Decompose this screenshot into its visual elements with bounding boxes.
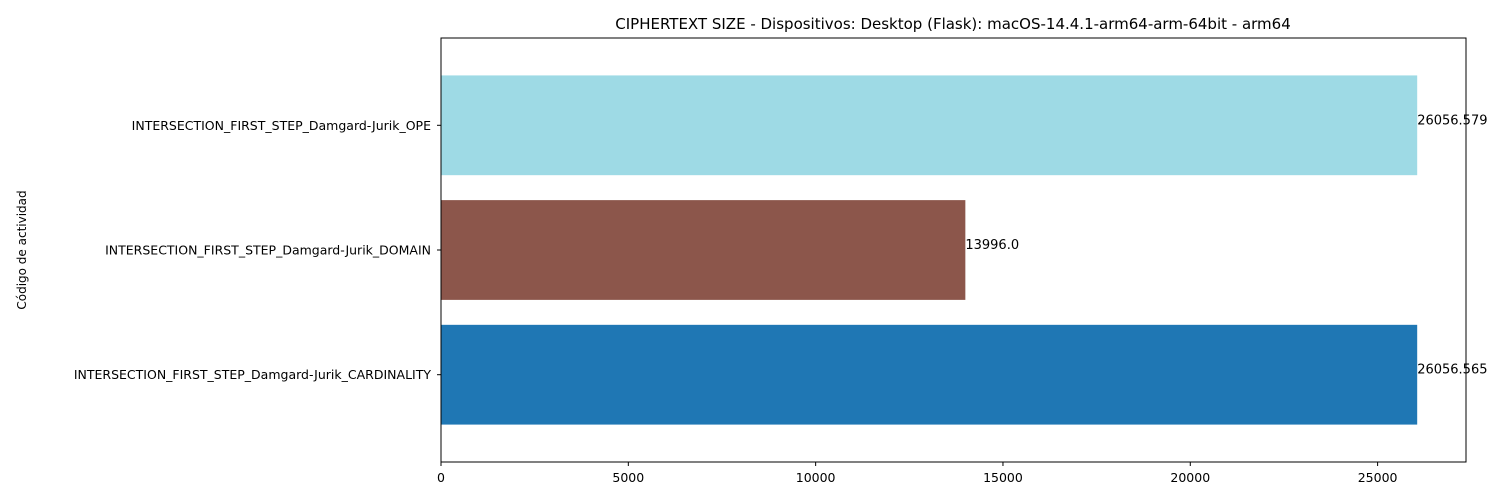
chart-title: CIPHERTEXT SIZE - Dispositivos: Desktop …	[615, 15, 1291, 33]
y-tick-label: INTERSECTION_FIRST_STEP_Damgard-Jurik_CA…	[74, 367, 432, 382]
bar	[441, 200, 966, 300]
bar-value-label: 13996.0	[965, 238, 1019, 253]
x-tick-label: 10000	[796, 470, 836, 485]
bar	[441, 324, 1418, 425]
bar-value-label: 26056.579	[1417, 113, 1487, 128]
bars-group: 26056.565 13996.0 26056.579	[441, 75, 1488, 425]
y-tick-group: INTERSECTION_FIRST_STEP_Damgard-Jurik_CA…	[74, 118, 441, 382]
plot-frame	[440, 37, 1467, 463]
x-tick-group: 0 5000 10000 15000 20000 25000	[437, 462, 1398, 485]
x-tick-label: 15000	[983, 470, 1023, 485]
bar-value-label: 26056.565	[1417, 363, 1487, 378]
x-tick-label: 20000	[1170, 470, 1210, 485]
x-tick-label: 0	[437, 470, 445, 485]
bar	[441, 75, 1418, 176]
y-axis-label: Código de actividad	[15, 190, 29, 309]
x-tick-label: 25000	[1358, 470, 1398, 485]
x-tick-label: 5000	[612, 470, 644, 485]
y-tick-label: INTERSECTION_FIRST_STEP_Damgard-Jurik_OP…	[132, 118, 431, 133]
y-tick-label: INTERSECTION_FIRST_STEP_Damgard-Jurik_DO…	[105, 243, 431, 258]
